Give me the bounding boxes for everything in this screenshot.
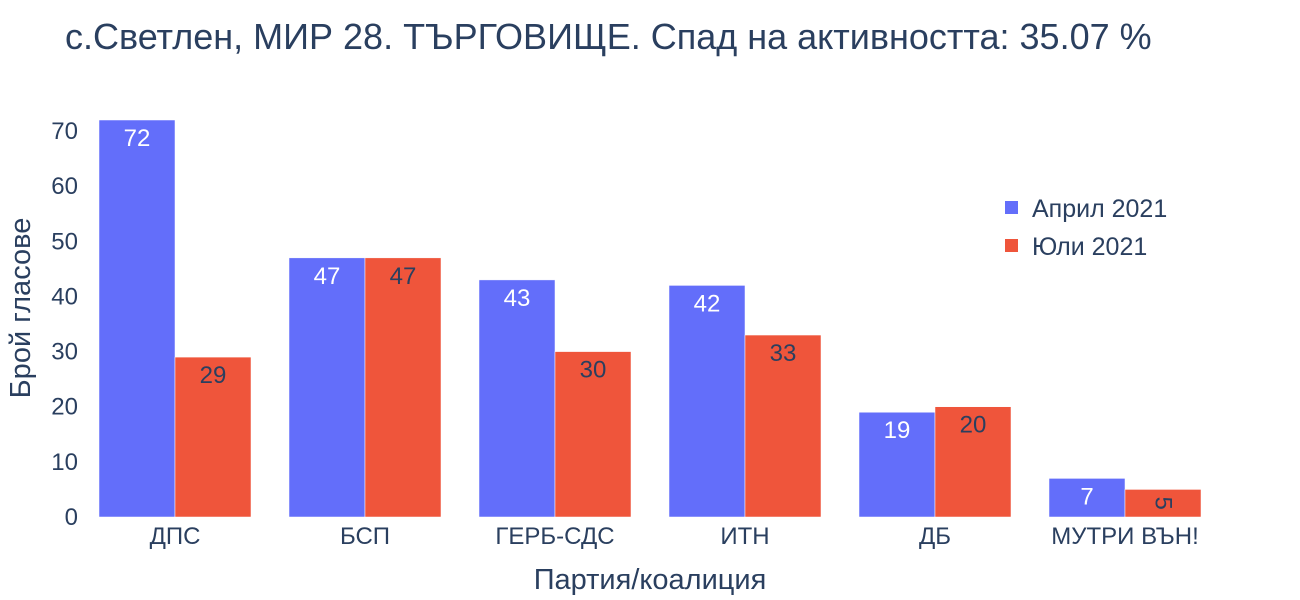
- legend-label: Юли 2021: [1032, 233, 1147, 261]
- x-axis-title: Партия/коалиция: [534, 564, 767, 596]
- y-tick-label: 50: [51, 228, 78, 255]
- y-axis-title: Брой гласове: [5, 218, 37, 399]
- x-tick-label: ИТН: [720, 523, 769, 550]
- bar-value-label: 72: [124, 125, 151, 152]
- bar: [1124, 489, 1202, 518]
- y-tick-label: 10: [51, 449, 78, 476]
- y-tick-label: 30: [51, 339, 78, 366]
- bar-value-label: 29: [200, 362, 227, 389]
- x-tick-label: ДПС: [150, 523, 201, 550]
- bar-value-label: 47: [390, 263, 417, 290]
- bar: [98, 119, 176, 518]
- bar-value-label: 5: [1150, 497, 1177, 510]
- chart-title: с.Светлен, МИР 28. ТЪРГОВИЩЕ. Спад на ак…: [65, 16, 1152, 57]
- bar: [554, 351, 632, 518]
- bar-value-label: 20: [960, 412, 987, 439]
- bar-value-label: 43: [504, 285, 531, 312]
- bar: [934, 406, 1012, 518]
- y-tick-label: 60: [51, 173, 78, 200]
- bar: [478, 279, 556, 518]
- bar-value-label: 42: [694, 290, 721, 317]
- y-tick-label: 70: [51, 118, 78, 145]
- x-axis: ДПС БСП ГЕРБ-СДС ИТН ДБ МУТРИ ВЪН!: [150, 523, 1199, 550]
- bar: [1048, 478, 1126, 518]
- x-tick-label: БСП: [340, 523, 390, 550]
- bar: [288, 257, 366, 518]
- y-tick-label: 0: [65, 504, 78, 531]
- legend-label: Април 2021: [1032, 195, 1167, 223]
- legend: Април 2021 Юли 2021: [1005, 195, 1167, 261]
- bar: [668, 285, 746, 518]
- bar-value-label: 47: [314, 263, 341, 290]
- bar: [744, 334, 822, 518]
- bar-labels: 72 29 47 47 43 30 42 33 19 20 7 5: [124, 125, 1177, 510]
- bar-value-label: 7: [1080, 483, 1093, 510]
- y-tick-label: 40: [51, 283, 78, 310]
- x-tick-label: ГЕРБ-СДС: [495, 523, 614, 550]
- bar: [364, 257, 442, 518]
- x-tick-label: МУТРИ ВЪН!: [1051, 523, 1198, 550]
- legend-swatch: [1005, 201, 1018, 214]
- bar-value-label: 19: [884, 417, 911, 444]
- y-tick-label: 20: [51, 394, 78, 421]
- bar: [174, 356, 252, 518]
- bar-value-label: 30: [580, 357, 607, 384]
- legend-swatch: [1005, 239, 1018, 252]
- bar: [858, 411, 936, 518]
- y-axis: 0 10 20 30 40 50 60 70: [51, 118, 78, 531]
- x-tick-label: ДБ: [919, 523, 951, 550]
- bar-value-label: 33: [770, 340, 797, 367]
- bars: [98, 119, 1202, 518]
